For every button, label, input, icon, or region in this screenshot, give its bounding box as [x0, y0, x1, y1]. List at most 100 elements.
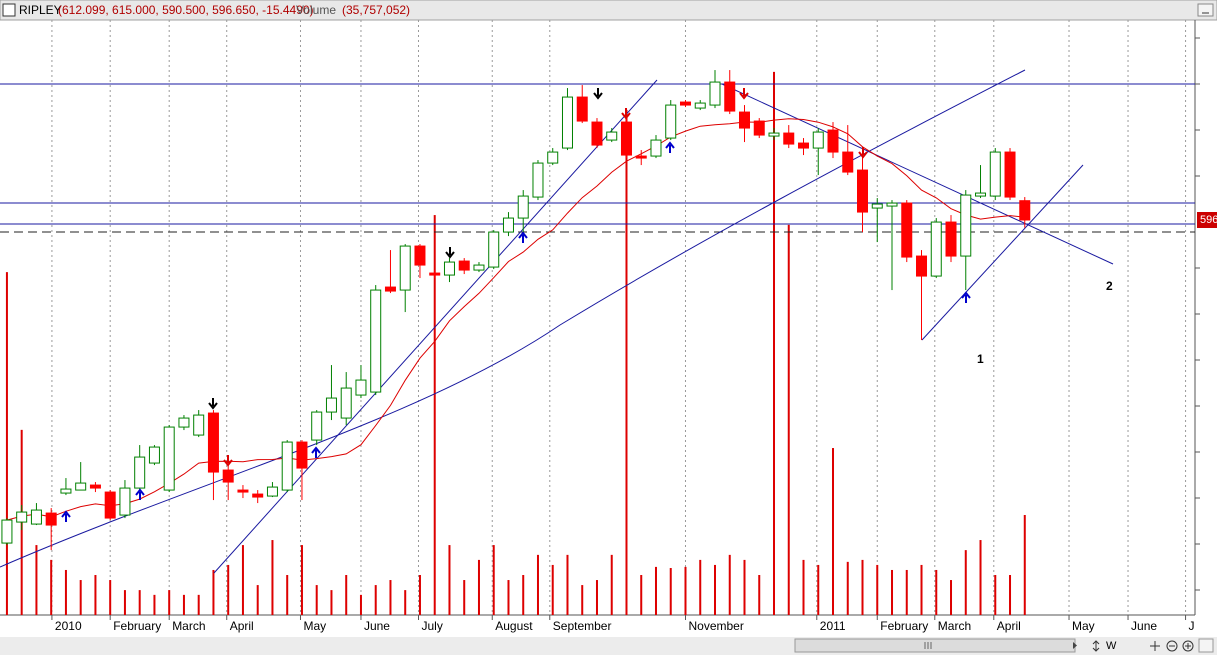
candle-body: [1019, 200, 1031, 221]
candle-body: [886, 202, 898, 207]
last-price-tag: [1197, 212, 1217, 228]
candle-body: [798, 142, 810, 149]
volume-bar: [168, 590, 171, 615]
candle-body: [1004, 151, 1016, 198]
volume-bar: [359, 594, 362, 615]
candle-body: [399, 245, 411, 291]
candle-body: [252, 493, 264, 498]
zoom-out[interactable]: [1166, 640, 1178, 652]
volume-bar: [772, 71, 775, 615]
scroll-end[interactable]: [1198, 638, 1214, 653]
signal-arrow: [858, 147, 868, 159]
x-tick-label: February: [113, 619, 161, 633]
candle-body: [458, 260, 470, 271]
volume-bar: [50, 559, 53, 615]
candle-body: [532, 162, 544, 198]
volume-bar: [227, 564, 230, 615]
volume-bar: [241, 545, 244, 615]
volume-bar: [551, 564, 554, 615]
candle-body: [281, 441, 293, 491]
signal-arrow: [665, 141, 675, 153]
x-tick-label: June: [364, 619, 390, 633]
volume-bar: [846, 561, 849, 615]
symbol: RIPLEY: [19, 3, 62, 17]
candle-body: [738, 111, 750, 129]
zoom-in-icon: [1185, 643, 1191, 649]
volume-bar: [758, 575, 761, 615]
scroll-right[interactable]: [1073, 642, 1077, 649]
volume-bar: [182, 594, 185, 615]
volume-bar: [743, 559, 746, 615]
candle-body: [488, 231, 500, 268]
candle-body: [620, 121, 632, 156]
candle-body: [222, 469, 234, 483]
candle-body: [945, 221, 957, 257]
candle-body: [916, 255, 928, 277]
candle-body: [650, 139, 662, 157]
candle-body: [547, 151, 559, 164]
candle-body: [104, 491, 116, 519]
candle-body: [237, 489, 249, 493]
candle-body: [930, 221, 942, 277]
volume-bar: [728, 554, 731, 615]
volume-bar: [374, 585, 377, 615]
scroll-grip: [924, 642, 932, 649]
minimize-button[interactable]: [1197, 3, 1214, 17]
candle-body: [812, 131, 824, 149]
candle-body: [989, 151, 1001, 197]
trend-line: [213, 79, 658, 574]
x-tick-label: July: [421, 619, 442, 633]
candle-body: [45, 512, 57, 526]
volume-bar: [433, 215, 436, 616]
toolbar-label[interactable]: W: [1106, 640, 1117, 652]
volume-bar: [153, 594, 156, 615]
candle-body: [296, 441, 308, 469]
candle-body: [16, 511, 28, 523]
volume-bar: [492, 545, 495, 615]
x-tick-label: August: [495, 619, 533, 633]
candle-body: [960, 194, 972, 257]
volume-bar: [861, 559, 864, 615]
candle-body: [340, 387, 352, 419]
annotation: 1: [977, 352, 984, 366]
volume-bar: [197, 594, 200, 615]
candle-body: [429, 272, 441, 276]
candle-body: [443, 261, 455, 276]
volume-bar: [448, 545, 451, 615]
checkbox[interactable]: [2, 3, 16, 17]
volume-bar: [5, 272, 8, 615]
volume-bar: [876, 564, 879, 615]
zoom-vertical[interactable]: [1092, 640, 1100, 652]
grid: [51, 20, 1187, 615]
scrollbar[interactable]: [794, 638, 1076, 653]
signal-arrow: [135, 488, 145, 500]
volume-bar: [536, 554, 539, 615]
volume-bar: [950, 580, 953, 615]
candle-body: [473, 264, 485, 271]
candle-body: [119, 487, 131, 516]
zoom-in[interactable]: [1182, 640, 1194, 652]
volume-bar: [699, 559, 702, 615]
x-tick-label: April: [997, 619, 1021, 633]
volume-bar: [315, 585, 318, 615]
volume-bar: [669, 568, 672, 615]
volume-bar: [935, 569, 938, 615]
volume-bar: [581, 585, 584, 615]
annotation: 2: [1106, 279, 1113, 293]
signal-arrow: [621, 108, 631, 120]
title-bar: [0, 0, 1217, 21]
volume-bar: [891, 569, 894, 615]
candle-body: [606, 131, 618, 141]
volume-bar: [256, 585, 259, 615]
volume-bar: [595, 580, 598, 615]
volume-bar: [507, 580, 510, 615]
volume-bar: [463, 580, 466, 615]
pan-tool[interactable]: [1150, 641, 1160, 651]
x-tick-label: June: [1131, 619, 1157, 633]
volume-bar: [979, 540, 982, 615]
signal-arrow: [311, 446, 321, 458]
candle-body: [827, 129, 839, 153]
volume-bar: [802, 559, 805, 615]
candle-body: [561, 96, 573, 149]
